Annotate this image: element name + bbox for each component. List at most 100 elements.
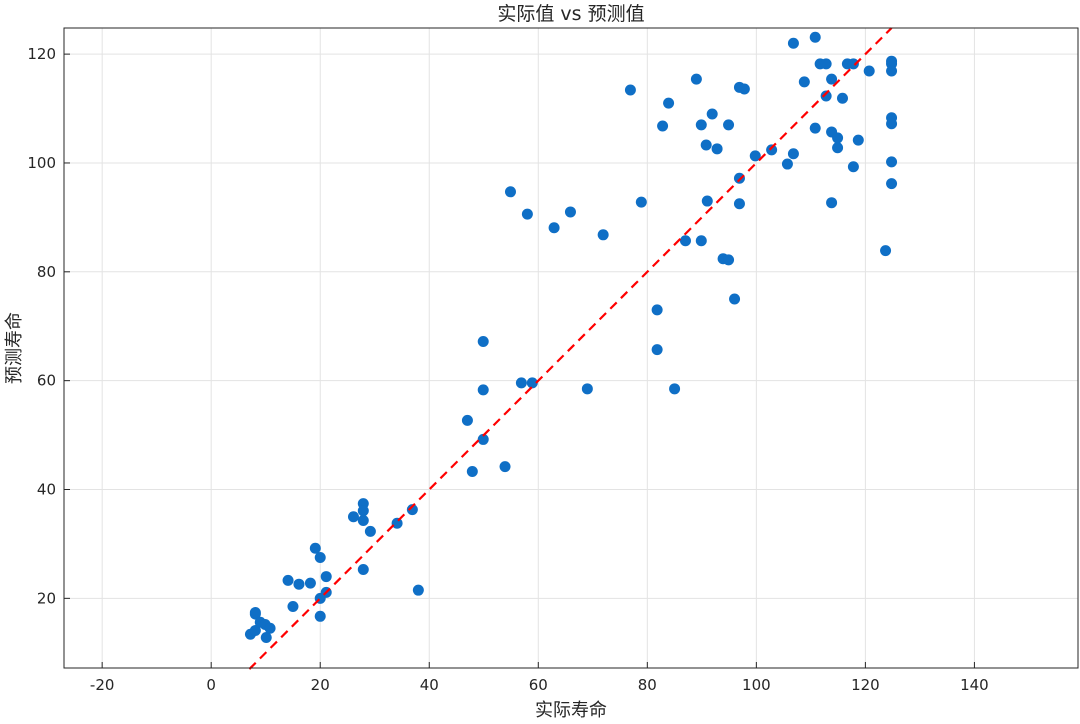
data-point	[581, 383, 593, 395]
data-point	[690, 73, 702, 85]
data-point	[669, 383, 681, 395]
data-points	[244, 31, 898, 644]
data-point	[723, 119, 735, 131]
data-point	[548, 222, 560, 234]
x-tick-label: 60	[529, 676, 548, 694]
data-point	[477, 384, 489, 396]
data-point	[412, 584, 424, 596]
data-point	[521, 208, 533, 220]
data-point	[597, 229, 609, 241]
data-point	[504, 186, 516, 198]
data-point	[700, 139, 712, 151]
data-point	[624, 84, 636, 96]
x-tick-label: 140	[960, 676, 989, 694]
data-point	[249, 624, 261, 636]
data-point	[657, 120, 669, 132]
data-point	[886, 156, 898, 168]
data-point	[880, 245, 892, 257]
data-point	[886, 178, 898, 190]
data-point	[733, 198, 745, 210]
x-tick-label: 40	[420, 676, 439, 694]
data-point	[706, 108, 718, 120]
data-point	[863, 65, 875, 77]
y-tick-label: 100	[27, 154, 56, 172]
data-point	[309, 542, 321, 554]
reference-line	[248, 27, 893, 670]
data-point	[787, 37, 799, 49]
data-point	[564, 206, 576, 218]
x-tick-label: 0	[206, 676, 216, 694]
data-point	[282, 574, 294, 586]
data-point	[733, 172, 745, 184]
grid	[64, 28, 1078, 668]
y-tick-label: 120	[27, 45, 56, 63]
x-tick-label: 80	[638, 676, 657, 694]
data-point	[304, 577, 316, 589]
plot-frame	[63, 27, 1079, 669]
data-point	[287, 601, 299, 613]
data-point	[477, 433, 489, 445]
data-point	[809, 122, 821, 134]
data-point	[749, 150, 761, 162]
data-point	[766, 144, 778, 156]
data-point	[701, 195, 713, 207]
data-point	[663, 97, 675, 109]
data-point	[651, 344, 663, 356]
x-tick-label: 120	[851, 676, 880, 694]
data-point	[466, 466, 478, 478]
chart-title: 实际值 vs 预测值	[497, 3, 644, 25]
y-tick-label: 20	[37, 589, 56, 607]
data-point	[679, 235, 691, 247]
data-point	[357, 515, 369, 527]
data-point	[357, 563, 369, 575]
data-point	[347, 511, 359, 523]
y-tick-label: 40	[37, 480, 56, 498]
x-tick-label: 20	[311, 676, 330, 694]
data-point	[461, 414, 473, 426]
data-point	[826, 73, 838, 85]
data-point	[526, 377, 538, 389]
data-point	[886, 65, 898, 77]
data-point	[847, 161, 859, 173]
y-axis-label: 预测寿命	[4, 312, 25, 384]
data-point	[809, 31, 821, 43]
data-point	[314, 610, 326, 622]
data-point	[836, 92, 848, 104]
y-tick-label: 60	[37, 372, 56, 390]
data-point	[314, 552, 326, 564]
data-point	[847, 58, 859, 70]
data-point	[264, 622, 276, 634]
x-tick-label: -20	[90, 676, 115, 694]
data-point	[477, 335, 489, 347]
data-point	[293, 578, 305, 590]
data-point	[260, 632, 272, 644]
data-point	[364, 525, 376, 537]
reference-line-group	[248, 27, 893, 670]
data-point	[852, 134, 864, 146]
data-point	[820, 90, 832, 102]
data-point	[406, 504, 418, 516]
data-point	[357, 505, 369, 517]
x-tick-label: 100	[742, 676, 771, 694]
data-point	[820, 58, 832, 70]
data-point	[695, 235, 707, 247]
data-point	[738, 83, 750, 95]
data-point	[391, 517, 403, 529]
data-point	[826, 197, 838, 209]
data-point	[798, 76, 810, 88]
data-point	[515, 377, 527, 389]
data-point	[695, 119, 707, 131]
data-point	[832, 132, 844, 144]
tick-labels: -20 0 20 40 60 80 100 120 140 20 40 60 80 100 120	[27, 45, 988, 694]
data-point	[320, 571, 332, 583]
data-point	[499, 461, 511, 473]
data-point	[711, 143, 723, 155]
data-point	[651, 304, 663, 316]
x-axis-label: 实际寿命	[535, 700, 607, 720]
data-point	[787, 148, 799, 160]
data-point	[723, 254, 735, 266]
data-point	[886, 118, 898, 130]
data-point	[249, 608, 261, 620]
y-tick-label: 80	[37, 263, 56, 281]
